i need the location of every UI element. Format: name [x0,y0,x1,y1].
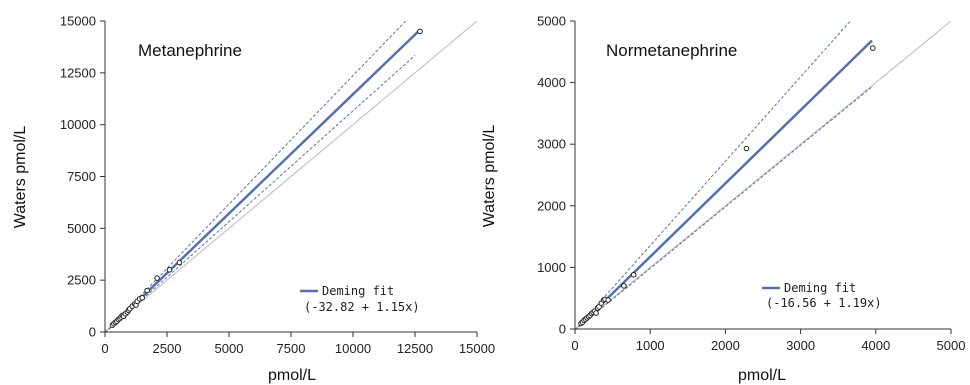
plot-lines [575,21,951,329]
x-tick-label: 15000 [459,341,495,356]
data-point [593,310,599,316]
data-point [869,45,876,51]
plot-lines [105,21,477,332]
x-axis-title: pmol/L [738,367,786,384]
data-point [139,294,145,301]
y-tick-label: 5000 [67,221,96,236]
data-point [621,283,627,289]
y-tick-label: 10000 [60,117,96,132]
data-point [743,145,750,152]
x-tick-label: 3000 [786,338,815,353]
y-tick-label: 0 [89,325,96,340]
chart-title: Normetanephrine [606,41,737,60]
x-tick-label: 1000 [636,338,665,353]
y-tick-label: 5000 [537,14,566,29]
x-tick-label: 10000 [335,341,371,356]
deming-fit-line [111,28,421,327]
data-points [578,45,876,327]
confidence-band-lower [575,86,873,329]
data-point [166,267,173,273]
chart-title: Metanephrine [138,41,242,60]
confidence-band-upper [105,21,407,332]
y-tick-label: 0 [559,322,566,337]
data-points [109,28,423,328]
y-tick-label: 2000 [537,198,566,213]
y-tick-label: 7500 [67,169,96,184]
x-tick-label: 0 [571,338,578,353]
x-tick-label: 0 [101,341,108,356]
data-point [154,275,160,281]
x-tick-label: 2000 [711,338,740,353]
confidence-band-upper [575,21,852,329]
normetanephrine-chart: Normetanephrine pmol/L Waters pmol/L Dem… [481,14,966,385]
y-tick-label: 1000 [537,260,566,275]
x-tick-label: 7500 [277,341,306,356]
data-point [144,287,150,294]
deming-fit-line [580,39,873,326]
legend: Deming fit (-32.82 + 1.15x) [300,284,420,314]
y-tick-label: 3000 [537,137,566,152]
legend-equation: (-32.82 + 1.15x) [304,300,420,314]
y-axis-title: Waters pmol/L [481,125,498,228]
x-tick-label: 2500 [153,341,182,356]
legend-equation: (-16.56 + 1.19x) [766,296,882,310]
x-tick-label: 4000 [861,338,890,353]
identity-line [105,21,477,332]
legend: Deming fit (-16.56 + 1.19x) [762,281,882,310]
data-point [417,28,423,35]
x-axis-title: pmol/L [268,367,316,384]
x-tick-label: 5000 [215,341,244,356]
metanephrine-chart: Metanephrine pmol/L Waters pmol/L Deming… [12,14,495,385]
y-tick-label: 4000 [537,75,566,90]
y-tick-label: 12500 [60,65,96,80]
data-point [630,271,637,278]
y-axis-title: Waters pmol/L [12,126,29,229]
data-point [176,259,183,266]
confidence-band-lower [105,54,416,332]
y-tick-label: 15000 [60,14,96,29]
y-tick-label: 2500 [67,273,96,288]
identity-line [575,21,951,329]
x-tick-label: 12500 [397,341,433,356]
data-point [605,297,611,303]
legend-label: Deming fit [322,284,394,298]
legend-label: Deming fit [784,281,856,295]
x-tick-label: 5000 [937,338,966,353]
